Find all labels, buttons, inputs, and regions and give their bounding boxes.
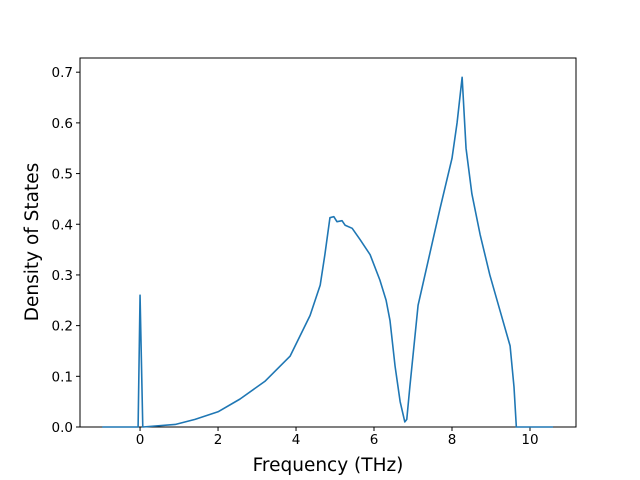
x-axis-label: Frequency (THz) [253,455,404,476]
y-tick-label: 0.1 [52,369,73,385]
x-tick-label: 6 [370,432,379,448]
y-tick-label: 0.7 [52,65,73,81]
x-tick-label: 0 [136,432,145,448]
x-tick-label: 2 [214,432,223,448]
y-tick-label: 0.5 [52,167,73,183]
y-axis-label: Density of States [22,163,43,322]
y-tick-label: 0.4 [52,217,73,233]
x-tick-label: 8 [448,432,457,448]
y-tick-label: 0.6 [52,116,73,132]
y-tick-label: 0.3 [52,268,73,284]
plot-frame [79,57,577,428]
y-tick-label: 0.2 [52,319,73,335]
dos-line [102,76,553,428]
x-tick-label: 4 [292,432,301,448]
y-tick-label: 0.0 [52,420,73,436]
x-tick-label: 10 [521,432,538,448]
